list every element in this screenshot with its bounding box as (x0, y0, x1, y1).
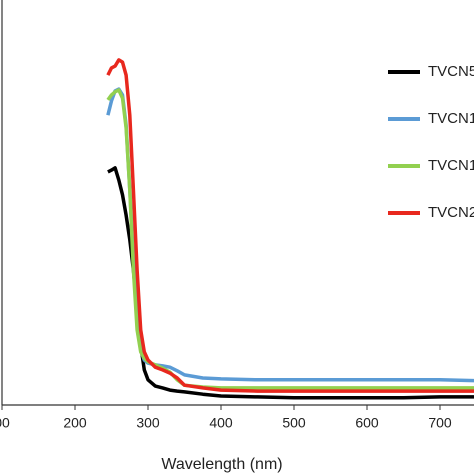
legend-label: TVCN5 (428, 63, 474, 80)
x-axis-label: Wavelength (nm) (161, 456, 282, 473)
series-line (106, 87, 474, 383)
legend-label: TVCN1 (428, 110, 474, 127)
x-tick-label: 600 (355, 415, 379, 431)
x-tick-label: 200 (63, 415, 87, 431)
x-tick-label: 00 (0, 415, 10, 431)
series-line (106, 58, 474, 393)
x-tick-label: 400 (209, 415, 233, 431)
x-tick-label: 300 (136, 415, 160, 431)
legend-label: TVCN2 (428, 204, 474, 221)
series-line (106, 88, 474, 390)
series-line (107, 166, 474, 400)
legend-label: TVCN1 (428, 157, 474, 174)
x-tick-label: 500 (282, 415, 306, 431)
x-tick-label: 700 (428, 415, 452, 431)
